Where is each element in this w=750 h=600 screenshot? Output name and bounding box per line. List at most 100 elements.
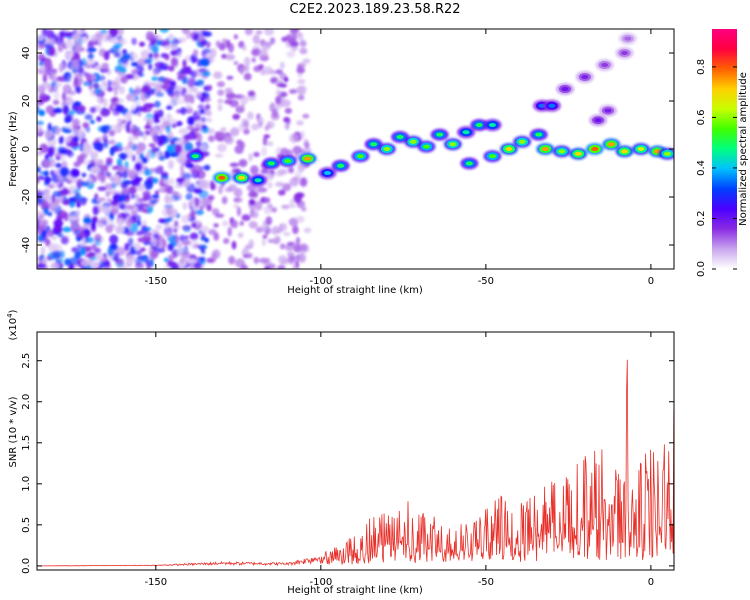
noise-speckle <box>96 97 102 103</box>
noise-speckle <box>284 122 290 130</box>
noise-speckle <box>129 87 134 95</box>
noise-speckle <box>289 177 299 187</box>
noise-speckle <box>194 198 200 207</box>
noise-speckle <box>280 99 291 107</box>
noise-speckle <box>149 167 157 173</box>
noise-speckle <box>151 45 159 54</box>
noise-speckle <box>167 131 174 141</box>
noise-speckle <box>128 135 135 142</box>
noise-speckle <box>195 140 202 148</box>
noise-speckle <box>275 170 284 177</box>
ridge-core <box>488 123 496 127</box>
noise-speckle <box>47 197 53 204</box>
noise-speckle <box>262 136 268 146</box>
noise-speckle <box>123 180 133 185</box>
noise-speckle <box>265 172 275 181</box>
noise-speckle <box>176 177 186 184</box>
noise-speckle <box>278 189 286 196</box>
noise-speckle <box>59 166 70 177</box>
noise-speckle <box>61 160 68 170</box>
noise-speckle <box>53 219 64 228</box>
noise-speckle <box>164 150 171 159</box>
noise-speckle <box>155 224 163 230</box>
noise-speckle <box>295 236 301 247</box>
noise-speckle <box>186 103 192 109</box>
noise-speckle <box>89 159 96 168</box>
noise-speckle <box>37 120 44 126</box>
noise-speckle <box>109 234 119 245</box>
noise-speckle <box>71 221 80 229</box>
noise-speckle <box>266 120 275 129</box>
noise-speckle <box>239 95 249 105</box>
noise-speckle <box>130 178 141 187</box>
noise-speckle <box>230 127 240 137</box>
noise-speckle <box>112 80 121 91</box>
noise-speckle <box>287 251 295 257</box>
noise-speckle <box>149 38 158 44</box>
noise-speckle <box>247 90 256 97</box>
ridge-core <box>323 171 331 175</box>
noise-speckle <box>164 196 175 203</box>
noise-speckle <box>39 64 46 71</box>
noise-speckle <box>246 183 256 192</box>
noise-speckle <box>238 124 247 132</box>
noise-speckle <box>75 193 83 199</box>
noise-speckle <box>39 143 49 154</box>
noise-speckle <box>266 141 274 147</box>
noise-speckle <box>154 240 164 249</box>
noise-speckle <box>44 153 49 161</box>
noise-speckle <box>232 113 241 120</box>
spectrogram-axes: -150 -100 -50 0 -40 -20 0 20 40 <box>21 29 674 287</box>
noise-speckle <box>299 177 308 187</box>
noise-speckle <box>43 159 52 168</box>
noise-speckle <box>49 205 55 212</box>
ridge-core <box>535 132 543 137</box>
noise-speckle <box>74 45 83 53</box>
noise-speckle <box>210 180 214 191</box>
noise-speckle <box>37 166 41 173</box>
noise-speckle <box>82 122 90 129</box>
noise-speckle <box>50 262 60 269</box>
noise-speckle <box>63 52 74 58</box>
noise-speckle <box>220 127 227 132</box>
noise-speckle <box>259 225 268 232</box>
noise-speckle <box>73 161 81 168</box>
noise-speckle <box>179 257 185 265</box>
noise-speckle <box>189 239 199 250</box>
ridge-core <box>422 144 430 149</box>
colorbar-label: Normalized spectral amplitude <box>738 72 749 226</box>
noise-speckle <box>231 240 237 250</box>
noise-speckle <box>121 212 131 219</box>
x-tick-label: -50 <box>478 276 494 287</box>
noise-speckle <box>148 63 153 71</box>
noise-speckle <box>235 105 245 114</box>
noise-speckle <box>261 41 272 50</box>
noise-speckle <box>200 57 210 67</box>
noise-speckle <box>201 124 207 130</box>
noise-speckle <box>89 106 97 114</box>
noise-speckle <box>293 244 302 253</box>
noise-speckle <box>204 237 209 243</box>
noise-speckle <box>189 70 197 79</box>
ridge-core <box>637 147 645 151</box>
noise-speckle <box>202 31 213 37</box>
noise-speckle <box>289 133 299 144</box>
noise-speckle <box>186 183 196 193</box>
noise-speckle <box>37 125 43 134</box>
noise-speckle <box>130 105 135 111</box>
noise-speckle <box>263 257 271 267</box>
noise-speckle <box>37 151 43 156</box>
colorbar-tick-label: 0.4 <box>696 160 707 176</box>
noise-speckle <box>101 261 106 269</box>
snr-y-unit: (x104) <box>6 309 19 340</box>
noise-speckle <box>114 52 121 58</box>
y-tick-label: 0.5 <box>21 517 32 533</box>
y-tick-label: 0 <box>21 146 32 152</box>
noise-speckle <box>130 61 139 67</box>
noise-speckle <box>51 235 57 241</box>
noise-speckle <box>244 29 253 36</box>
noise-speckle <box>203 164 211 171</box>
ridge-core <box>604 108 612 113</box>
noise-speckle <box>75 209 81 216</box>
noise-speckle <box>246 111 254 120</box>
